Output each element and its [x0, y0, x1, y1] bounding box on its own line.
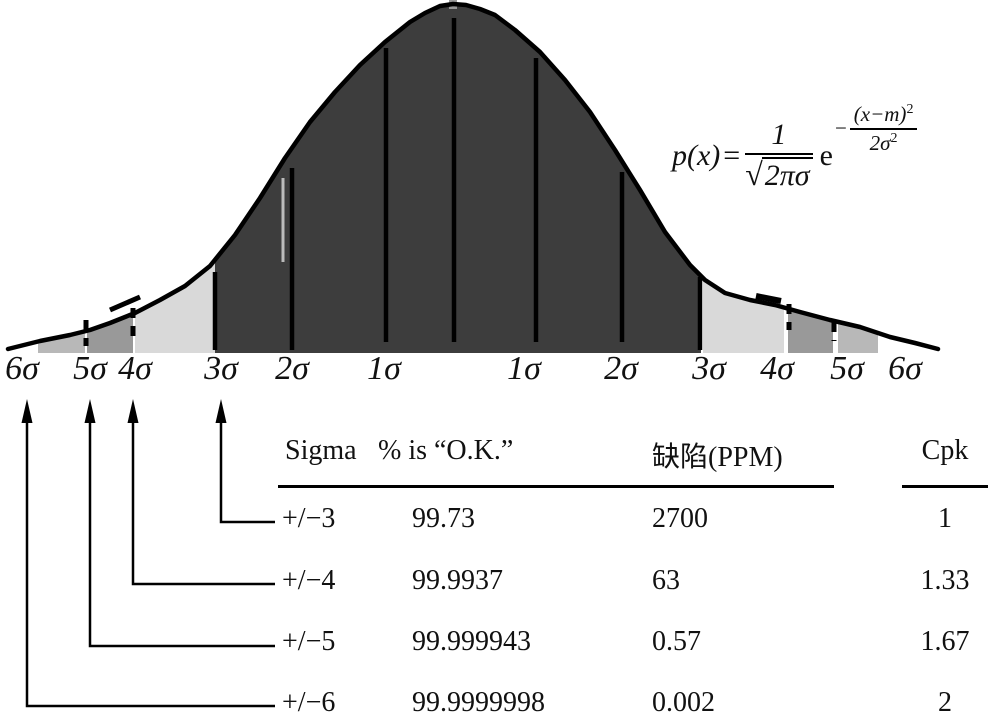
- axis-label-right-5sigma: 5σ: [830, 350, 864, 387]
- arrowhead-6sigma: [21, 399, 33, 423]
- exponent-numerator-base: (x−m): [853, 101, 907, 126]
- table-row: +/−4 99.9937 63 1.33: [278, 565, 989, 601]
- connector-5sigma-line: [88, 412, 275, 648]
- axis-label-right-6sigma: 6σ: [888, 350, 922, 387]
- arrowhead-4sigma: [127, 399, 139, 423]
- table-row: +/−5 99.999943 0.57 1.67: [278, 626, 989, 662]
- cell-ppm: 63: [652, 565, 680, 596]
- axis-label-left-2sigma: 2σ: [275, 350, 309, 387]
- formula-lhs: p(x): [672, 138, 721, 172]
- exponent-denominator: 2σ2: [850, 130, 918, 156]
- band-center-3sigma: [215, 4, 701, 353]
- cell-sigma: +/−6: [282, 687, 336, 718]
- formula-numerator: 1: [745, 118, 813, 155]
- cell-cpk: 2: [938, 687, 952, 718]
- arrowhead-5sigma: [84, 399, 96, 423]
- cell-sigma: +/−3: [282, 503, 336, 534]
- formula-coefficient-fraction: 1 √2πσ: [745, 118, 813, 193]
- axis-label-right-2sigma: 2σ: [604, 350, 638, 387]
- bell-curve-stroke: [5, 1, 941, 352]
- axis-label-left-4sigma: 4σ: [118, 350, 152, 387]
- connector-3sigma-line: [219, 412, 275, 524]
- formula-euler-e: e: [819, 138, 833, 172]
- connector-6sigma-line: [25, 412, 275, 708]
- exponent-minus: −: [834, 116, 847, 140]
- table-header-rule: [278, 485, 834, 488]
- axis-label-right-1sigma: 1σ: [507, 350, 541, 387]
- cell-ok: 99.999943: [412, 626, 531, 657]
- exponent-fraction: (x−m)2 2σ2: [849, 101, 918, 156]
- sigma-lines: [212, 18, 703, 350]
- table-header-ppm: 缺陷(PPM): [652, 442, 783, 473]
- cell-sigma: +/−4: [282, 565, 336, 596]
- cell-ok: 99.9937: [412, 565, 503, 596]
- axis-label-left-1sigma: 1σ: [367, 350, 401, 387]
- cell-ppm: 2700: [652, 503, 708, 534]
- cell-sigma: +/−5: [282, 626, 336, 657]
- connector-4sigma-line: [131, 412, 275, 586]
- exponent-denominator-power: 2: [890, 130, 898, 146]
- exponent-denominator-base: 2σ: [869, 130, 891, 155]
- formula-equals: =: [723, 138, 741, 172]
- cell-ppm: 0.002: [652, 687, 715, 718]
- table-header-sigma: Sigma: [285, 435, 357, 466]
- cell-cpk: 1.33: [920, 565, 970, 596]
- axis-label-right-3sigma: 3σ: [692, 350, 726, 387]
- cell-ok: 99.9999998: [412, 687, 545, 718]
- sigma-table: Sigma % is “O.K.” 缺陷(PPM) Cpk +/−3 99.73…: [278, 430, 989, 722]
- arrowheads: [21, 399, 227, 423]
- axis-label-left-6sigma: 6σ: [5, 350, 39, 387]
- radical-sign: √: [745, 156, 763, 192]
- table-row: +/−6 99.9999998 0.002 2: [278, 687, 989, 722]
- connector-arrows: [25, 412, 275, 708]
- band-left-4-3sigma: [135, 4, 215, 353]
- axis-label-right-4sigma: 4σ: [760, 350, 794, 387]
- normal-distribution-formula: p(x) = 1 √2πσ e − (x−m)2 2σ2: [672, 102, 918, 193]
- cell-ppm: 0.57: [652, 626, 701, 657]
- radicand: 2πσ: [761, 157, 813, 192]
- axis-label-left-3sigma: 3σ: [204, 350, 238, 387]
- formula-denominator: √2πσ: [745, 155, 813, 193]
- table-header-cpk: Cpk: [921, 435, 969, 466]
- exponent-numerator: (x−m)2: [849, 101, 918, 130]
- band-left-6-5sigma: [38, 4, 85, 353]
- curve-break-mark-left: [109, 294, 141, 313]
- curve-break-mark-right: [755, 293, 782, 304]
- table-row: +/−3 99.73 2700 1: [278, 503, 989, 539]
- band-left-5-4sigma: [87, 4, 133, 353]
- arrowhead-3sigma: [215, 399, 227, 423]
- cell-ok: 99.73: [412, 503, 475, 534]
- cell-cpk: 1: [938, 503, 952, 534]
- exponent-numerator-power: 2: [906, 101, 914, 117]
- formula-exponent: − (x−m)2 2σ2: [835, 102, 918, 156]
- cell-cpk: 1.67: [920, 626, 970, 657]
- axis-label-left-5sigma: 5σ: [73, 350, 107, 387]
- table-header-rule-cpk: [902, 485, 988, 488]
- table-header-ok: % is “O.K.”: [378, 435, 514, 466]
